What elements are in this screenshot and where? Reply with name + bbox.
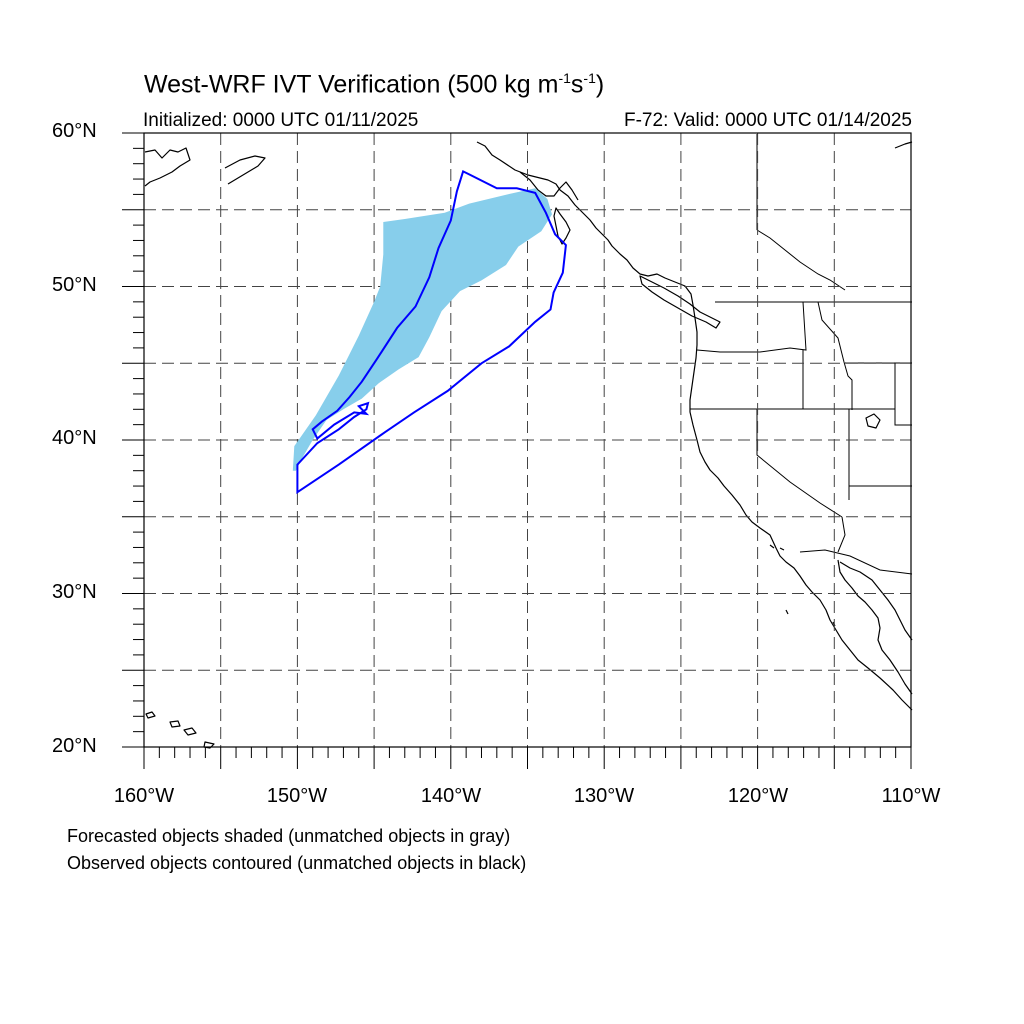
valid-time-label: F-72: Valid: 0000 UTC 01/14/2025: [624, 110, 912, 131]
coastline-mainland-mexico: [839, 561, 913, 641]
lat-label-50n: 50°N: [52, 274, 97, 296]
lon-label-120w: 120°W: [727, 785, 789, 807]
coastline-haida-gwaii: [553, 207, 571, 245]
border-wa-or: [696, 301, 807, 353]
coastline-lake: [865, 413, 881, 429]
border-mt-wy: [894, 362, 912, 426]
axis-ticks: [122, 132, 912, 769]
lon-label-110w: 110°W: [881, 785, 941, 807]
lat-label-20n: 20°N: [52, 735, 97, 757]
lat-label-60n: 60°N: [52, 120, 97, 142]
border-ca-nv: [756, 409, 843, 518]
note-forecast: Forecasted objects shaded (unmatched obj…: [67, 826, 511, 846]
coastline-hawaii-1: [145, 711, 156, 719]
forecast-ivt-object: [292, 188, 552, 471]
coastline-hawaii-3: [183, 727, 197, 736]
border-idaho: [817, 301, 853, 410]
coastline-alaska-peninsula: [224, 155, 266, 185]
coastline-small-islands: [769, 544, 836, 627]
lat-label-30n: 30°N: [52, 581, 97, 603]
border-canada-inland: [756, 229, 846, 291]
coastline-north-america: [476, 141, 913, 711]
coastline-se-alaska: [519, 171, 579, 201]
border-us-mexico: [799, 549, 913, 575]
coastline-alaska-west: [144, 147, 191, 187]
chart-title: West-WRF IVT Verification (500 kg m-1s-1…: [144, 70, 605, 99]
coastlines: [144, 141, 913, 749]
lat-label-40n: 40°N: [52, 427, 97, 449]
lon-label-160w: 160°W: [113, 785, 175, 807]
political-borders: [690, 134, 913, 575]
coastline-vancouver-island: [639, 275, 721, 329]
lat-lon-grid: [144, 133, 911, 747]
coastline-hawaii-4: [203, 741, 215, 749]
lon-label-130w: 130°W: [573, 785, 635, 807]
lon-label-150w: 150°W: [266, 785, 328, 807]
coastline-alaska-gulf: [894, 141, 913, 149]
coastline-baja-east: [837, 559, 913, 695]
init-time-label: Initialized: 0000 UTC 01/11/2025: [143, 110, 419, 131]
observed-ivt-object: [296, 169, 567, 495]
lon-label-140w: 140°W: [420, 785, 482, 807]
border-colorado-river: [837, 516, 846, 553]
coastline-hawaii-2: [169, 720, 181, 728]
note-observed: Observed objects contoured (unmatched ob…: [67, 853, 527, 873]
